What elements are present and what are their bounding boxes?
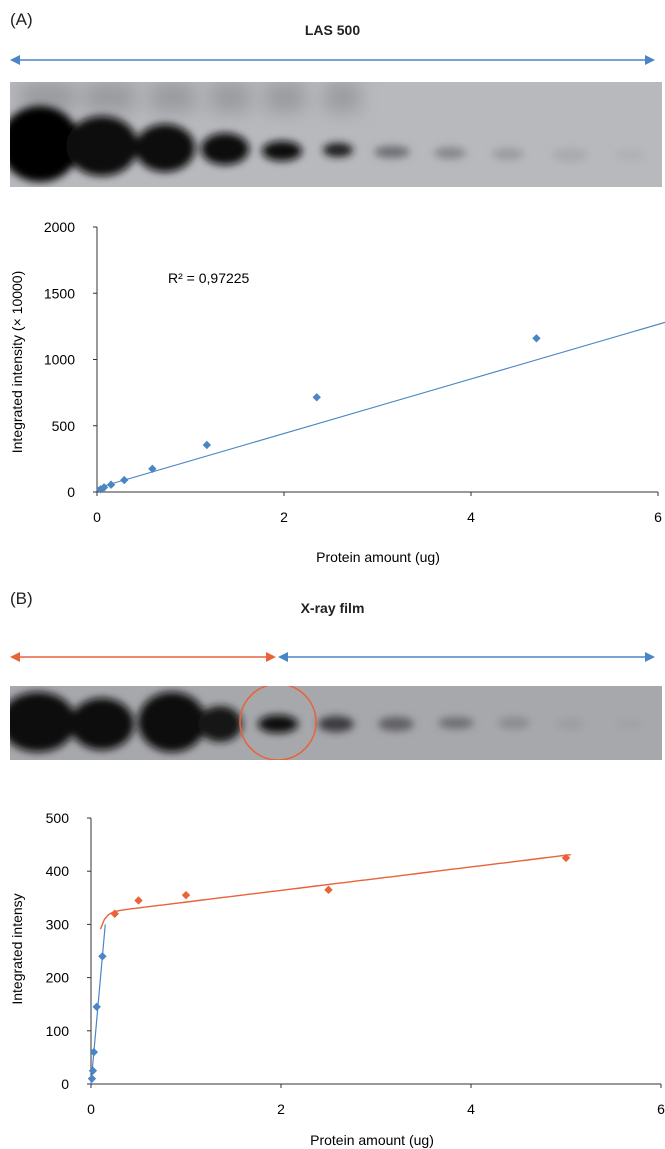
chart-b-point-blue bbox=[92, 1002, 101, 1012]
chart-a-x-tick-label: 4 bbox=[467, 509, 475, 525]
panel-a-label: (A) bbox=[10, 10, 33, 29]
chart-a-point bbox=[99, 483, 109, 492]
chart-b-ylabel: Integrated intensy bbox=[9, 893, 25, 1004]
chart-b-point-orange bbox=[324, 885, 333, 895]
chart-a-point bbox=[312, 393, 321, 402]
chart-a-y-tick-label: 0 bbox=[67, 484, 75, 500]
chart-b-y-tick-label: 0 bbox=[61, 1076, 69, 1092]
chart-a-y-tick-label: 1000 bbox=[44, 352, 75, 368]
chart-b-y-tick-label: 400 bbox=[46, 863, 70, 879]
panel-b-range-arrows bbox=[10, 652, 655, 662]
chart-a-xlabel: Protein amount (ug) bbox=[316, 549, 440, 565]
chart-a-x-tick-label: 6 bbox=[654, 509, 662, 525]
panel-b-title: X-ray film bbox=[300, 600, 365, 616]
blot-image-b bbox=[10, 686, 662, 760]
chart-b: Integrated intensy Protein amount (ug) 0… bbox=[9, 810, 665, 1148]
chart-b-point-orange bbox=[110, 909, 119, 918]
panel-a-title: LAS 500 bbox=[304, 22, 361, 38]
chart-a-ylabel: Integrated intensity (× 10000) bbox=[9, 271, 25, 454]
chart-b-y-tick-label: 200 bbox=[46, 970, 70, 986]
chart-b-x-tick-label: 2 bbox=[277, 1101, 285, 1117]
chart-a: Integrated intensity (× 10000) Protein a… bbox=[9, 219, 665, 565]
chart-b-orange-fit bbox=[99, 854, 571, 930]
chart-a-y-tick-label: 500 bbox=[52, 418, 76, 434]
chart-a-point bbox=[106, 480, 116, 489]
chart-b-xlabel: Protein amount (ug) bbox=[310, 1132, 434, 1148]
highlight-circle bbox=[239, 686, 317, 760]
panel-b-label: (B) bbox=[10, 589, 33, 608]
chart-a-trendline bbox=[96, 321, 665, 489]
chart-a-point bbox=[532, 334, 541, 343]
chart-a-point bbox=[202, 440, 212, 450]
chart-a-x-tick-label: 0 bbox=[93, 509, 101, 525]
chart-b-point-orange bbox=[181, 890, 191, 900]
chart-b-point-blue bbox=[87, 1074, 97, 1083]
blot-image-a bbox=[10, 82, 662, 187]
chart-b-x-tick-label: 4 bbox=[467, 1101, 475, 1117]
panel-a-range-arrow bbox=[10, 55, 655, 65]
chart-b-y-tick-label: 300 bbox=[46, 916, 70, 932]
chart-a-y-tick-label: 2000 bbox=[44, 219, 75, 235]
chart-a-point bbox=[148, 464, 157, 474]
chart-b-point-orange bbox=[561, 853, 571, 863]
chart-a-annotation: R² = 0,97225 bbox=[168, 270, 250, 286]
chart-a-y-tick-label: 1500 bbox=[44, 285, 75, 301]
chart-a-point bbox=[120, 475, 129, 485]
chart-a-x-tick-label: 2 bbox=[280, 509, 288, 525]
chart-b-point-blue bbox=[88, 1066, 98, 1075]
chart-b-y-tick-label: 100 bbox=[46, 1023, 70, 1039]
chart-b-x-tick-label: 0 bbox=[87, 1101, 95, 1117]
chart-b-y-tick-label: 500 bbox=[46, 810, 70, 826]
chart-b-x-tick-label: 6 bbox=[657, 1101, 665, 1117]
chart-b-point-blue bbox=[98, 952, 107, 961]
chart-b-point-orange bbox=[134, 896, 143, 905]
